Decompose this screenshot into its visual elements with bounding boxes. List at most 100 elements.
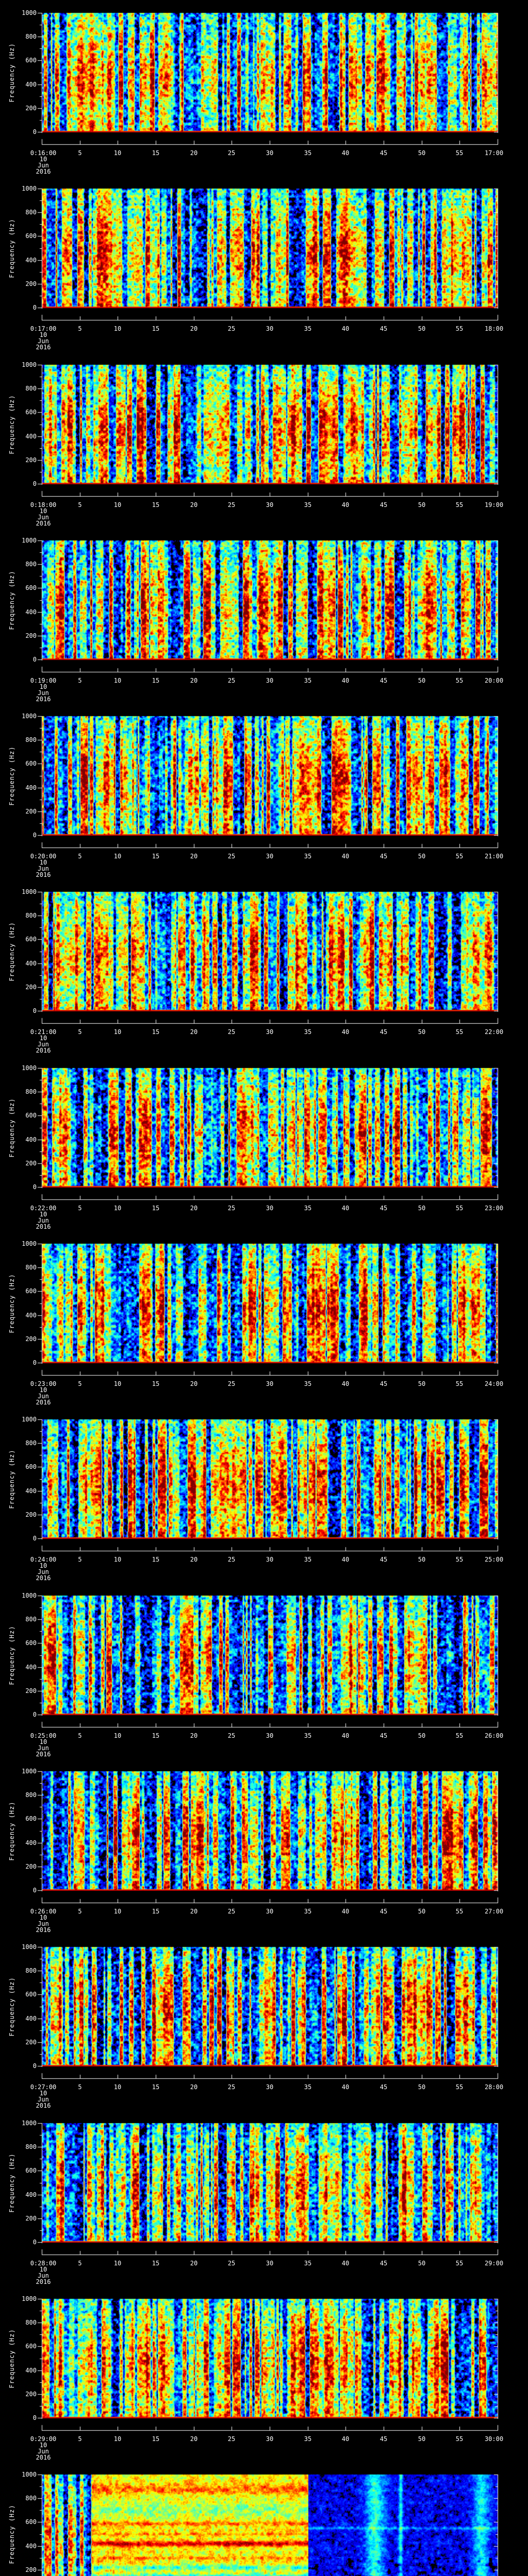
- y-tick-label: 1000: [22, 537, 37, 544]
- x-tick-label: 55: [455, 1908, 464, 1915]
- date-day-label: 10: [39, 1562, 47, 1569]
- time-start-label: 0:29:00: [30, 2435, 57, 2443]
- y-tick-label: 0: [32, 1007, 37, 1014]
- y-tick-label: 800: [25, 736, 37, 743]
- date-day-label: 10: [39, 1738, 47, 1745]
- spectrogram-panel: Frequency (Hz) 0:18:00 19:00 10 Jun 2016…: [0, 352, 528, 528]
- x-tick-label: 50: [418, 2435, 426, 2443]
- y-tick-label: 0: [32, 128, 37, 135]
- x-tick-label: 50: [418, 2260, 426, 2267]
- y-tick-label: 400: [25, 81, 37, 88]
- y-tick-label: 200: [25, 105, 37, 112]
- y-tick-label: 1000: [22, 1064, 37, 1072]
- x-tick-label: 35: [304, 2260, 312, 2267]
- x-tick-label: 10: [113, 325, 122, 332]
- x-tick-label: 40: [341, 1380, 350, 1387]
- x-tick-label: 10: [113, 1732, 122, 1739]
- y-tick-label: 400: [25, 433, 37, 440]
- x-tick-label: 40: [341, 325, 350, 332]
- x-tick-label: 30: [266, 501, 274, 509]
- x-tick-label: 50: [418, 1556, 426, 1563]
- x-tick-label: 35: [304, 1205, 312, 1212]
- date-day-label: 10: [39, 331, 47, 338]
- spectrogram-panel: Frequency (Hz) 0:28:00 29:00 10 Jun 2016…: [0, 2110, 528, 2286]
- x-tick-label: 55: [455, 853, 464, 860]
- y-tick-label: 600: [25, 1112, 37, 1119]
- x-tick-label: 35: [304, 1732, 312, 1739]
- date-month-label: Jun: [38, 1920, 49, 1927]
- y-tick-label: 1000: [22, 361, 37, 368]
- y-axis-title: Frequency (Hz): [8, 570, 15, 630]
- x-tick-label: 10: [113, 149, 122, 157]
- date-year-label: 2016: [36, 1751, 51, 1758]
- spectrogram-panel: Frequency (Hz) 0:30:00 31:00 10 Jun 2016…: [0, 2462, 528, 2576]
- x-tick-label: 45: [380, 1028, 388, 1036]
- time-end-label: 25:00: [484, 1556, 504, 1563]
- x-tick-label: 45: [380, 325, 388, 332]
- x-tick-label: 15: [152, 1556, 160, 1563]
- x-tick-label: 40: [341, 2260, 350, 2267]
- time-start-label: 0:22:00: [30, 1205, 57, 1212]
- y-tick-label: 200: [25, 808, 37, 815]
- date-month-label: Jun: [38, 1393, 49, 1400]
- y-axis-title: Frequency (Hz): [8, 218, 15, 278]
- y-tick-label: 200: [25, 280, 37, 287]
- date-day-label: 10: [39, 2266, 47, 2273]
- x-tick-label: 15: [152, 853, 160, 860]
- y-tick-label: 0: [32, 2414, 37, 2421]
- y-axis-title: Frequency (Hz): [8, 1977, 15, 2037]
- y-tick-label: 0: [32, 480, 37, 487]
- x-tick-label: 45: [380, 1732, 388, 1739]
- spectrogram-image: [0, 2286, 528, 2462]
- x-tick-label: 30: [266, 325, 274, 332]
- x-tick-label: 50: [418, 2083, 426, 2091]
- x-tick-label: 45: [380, 2083, 388, 2091]
- x-tick-label: 20: [190, 1028, 198, 1036]
- date-year-label: 2016: [36, 1574, 51, 1582]
- x-tick-label: 10: [113, 501, 122, 509]
- spectrogram-image: [0, 1055, 528, 1231]
- y-tick-label: 400: [25, 1839, 37, 1846]
- x-tick-label: 55: [455, 1205, 464, 1212]
- y-tick-label: 1000: [22, 888, 37, 895]
- date-day-label: 10: [39, 1914, 47, 1921]
- date-month-label: Jun: [38, 2272, 49, 2279]
- x-tick-label: 50: [418, 677, 426, 684]
- time-end-label: 27:00: [484, 1908, 504, 1915]
- date-year-label: 2016: [36, 871, 51, 878]
- x-tick-label: 30: [266, 853, 274, 860]
- x-tick-label: 20: [190, 2260, 198, 2267]
- x-tick-label: 5: [78, 1028, 82, 1036]
- x-tick-label: 50: [418, 1028, 426, 1036]
- y-tick-label: 200: [25, 1687, 37, 1694]
- x-tick-label: 20: [190, 1205, 198, 1212]
- x-tick-label: 35: [304, 325, 312, 332]
- date-year-label: 2016: [36, 1047, 51, 1054]
- x-tick-label: 25: [227, 1556, 236, 1563]
- x-tick-label: 5: [78, 1380, 82, 1387]
- x-tick-label: 10: [113, 2260, 122, 2267]
- y-tick-label: 400: [25, 2543, 37, 2550]
- y-axis-title: Frequency (Hz): [8, 1449, 15, 1509]
- x-tick-label: 30: [266, 149, 274, 157]
- x-tick-label: 30: [266, 677, 274, 684]
- y-tick-label: 600: [25, 1287, 37, 1295]
- x-tick-label: 25: [227, 149, 236, 157]
- x-tick-label: 50: [418, 1205, 426, 1212]
- date-year-label: 2016: [36, 1223, 51, 1230]
- spectrogram-panel: Frequency (Hz) 0:25:00 26:00 10 Jun 2016…: [0, 1583, 528, 1758]
- x-tick-label: 5: [78, 853, 82, 860]
- x-tick-label: 50: [418, 1732, 426, 1739]
- y-tick-label: 400: [25, 608, 37, 616]
- y-tick-label: 800: [25, 2495, 37, 2502]
- time-end-label: 21:00: [484, 853, 504, 860]
- x-tick-label: 25: [227, 325, 236, 332]
- y-axis-title: Frequency (Hz): [8, 2153, 15, 2213]
- date-day-label: 10: [39, 507, 47, 515]
- date-year-label: 2016: [36, 1926, 51, 1934]
- y-tick-label: 1000: [22, 2295, 37, 2302]
- y-tick-label: 800: [25, 1264, 37, 1271]
- date-day-label: 10: [39, 2442, 47, 2449]
- date-year-label: 2016: [36, 2102, 51, 2109]
- x-tick-label: 15: [152, 2083, 160, 2091]
